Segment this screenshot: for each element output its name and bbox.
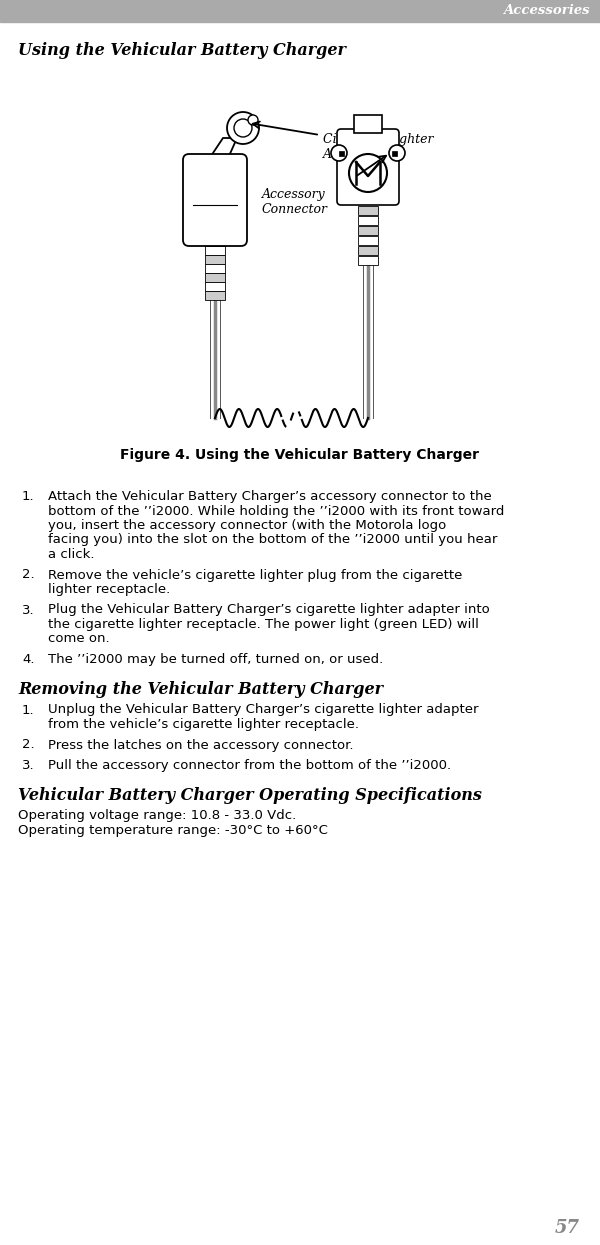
Text: Unplug the Vehicular Battery Charger’s cigarette lighter adapter: Unplug the Vehicular Battery Charger’s c… (48, 703, 479, 717)
Text: 57: 57 (555, 1219, 580, 1238)
Text: 4.: 4. (22, 652, 35, 666)
Bar (358, 235, 378, 245)
Text: 2.: 2. (22, 738, 35, 752)
Text: Figure 4. Using the Vehicular Battery Charger: Figure 4. Using the Vehicular Battery Ch… (121, 448, 479, 462)
Text: Operating voltage range: 10.8 - 33.0 Vdc.: Operating voltage range: 10.8 - 33.0 Vdc… (18, 809, 296, 823)
Bar (205, 255, 225, 264)
Text: bottom of the ’’i2000. While holding the ’’i2000 with its front toward: bottom of the ’’i2000. While holding the… (48, 504, 505, 518)
Text: 2.: 2. (22, 569, 35, 581)
Circle shape (248, 115, 258, 124)
Text: 1.: 1. (22, 491, 35, 503)
FancyBboxPatch shape (183, 154, 247, 247)
Circle shape (389, 144, 405, 161)
Bar (205, 274, 225, 283)
Bar (205, 247, 225, 255)
Text: a click.: a click. (48, 548, 95, 561)
Text: lighter receptacle.: lighter receptacle. (48, 583, 170, 596)
Bar (358, 255, 378, 265)
Text: Remove the vehicle’s cigarette lighter plug from the cigarette: Remove the vehicle’s cigarette lighter p… (48, 569, 463, 581)
Text: Using the Vehicular Battery Charger: Using the Vehicular Battery Charger (18, 42, 346, 59)
Text: you, insert the accessory connector (with the Motorola logo: you, insert the accessory connector (wit… (48, 519, 446, 532)
Text: Press the latches on the accessory connector.: Press the latches on the accessory conne… (48, 738, 353, 752)
Bar (358, 215, 378, 225)
Circle shape (227, 112, 259, 144)
Text: Plug the Vehicular Battery Charger’s cigarette lighter adapter into: Plug the Vehicular Battery Charger’s cig… (48, 604, 490, 616)
Text: Pull the accessory connector from the bottom of the ’’i2000.: Pull the accessory connector from the bo… (48, 759, 451, 772)
Text: the cigarette lighter receptacle. The power light (green LED) will: the cigarette lighter receptacle. The po… (48, 618, 479, 631)
Text: from the vehicle’s cigarette lighter receptacle.: from the vehicle’s cigarette lighter rec… (48, 718, 359, 731)
Circle shape (331, 144, 347, 161)
Text: Attach the Vehicular Battery Charger’s accessory connector to the: Attach the Vehicular Battery Charger’s a… (48, 491, 492, 503)
Text: Cigarette Lighter
Adapter: Cigarette Lighter Adapter (323, 133, 433, 161)
Text: The ’’i2000 may be turned off, turned on, or used.: The ’’i2000 may be turned off, turned on… (48, 652, 383, 666)
Text: 3.: 3. (22, 759, 35, 772)
Text: Vehicular Battery Charger Operating Specifications: Vehicular Battery Charger Operating Spec… (18, 788, 482, 804)
Bar (339, 151, 344, 156)
Text: Accessory
Connector: Accessory Connector (262, 188, 328, 215)
Polygon shape (205, 138, 237, 166)
Bar (354, 115, 382, 133)
Bar (358, 225, 378, 235)
Bar (0, 0, 600, 22)
Bar (205, 291, 225, 300)
Text: come on.: come on. (48, 632, 110, 645)
Bar (358, 245, 378, 255)
Text: facing you) into the slot on the bottom of the ’’i2000 until you hear: facing you) into the slot on the bottom … (48, 534, 497, 547)
Bar (205, 283, 225, 291)
Text: Removing the Vehicular Battery Charger: Removing the Vehicular Battery Charger (18, 681, 383, 698)
Bar (205, 264, 225, 273)
FancyBboxPatch shape (337, 129, 399, 205)
Bar (392, 151, 397, 156)
Circle shape (349, 154, 387, 192)
Bar (205, 238, 225, 247)
Text: 1.: 1. (22, 703, 35, 717)
Text: Accessories: Accessories (503, 5, 590, 17)
Text: 3.: 3. (22, 604, 35, 616)
Bar (358, 205, 378, 215)
Text: Operating temperature range: -30°C to +60°C: Operating temperature range: -30°C to +6… (18, 824, 328, 837)
Circle shape (234, 120, 252, 137)
